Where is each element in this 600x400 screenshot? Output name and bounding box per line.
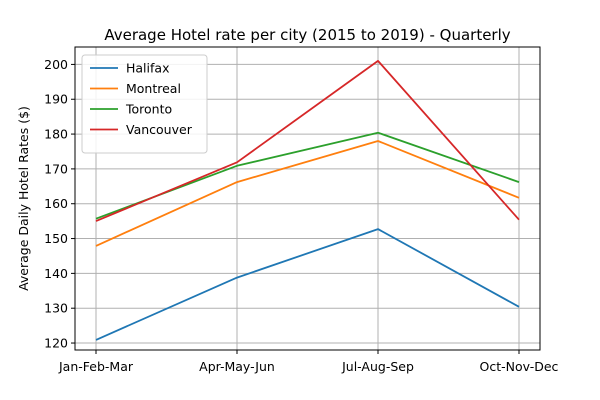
y-tick-label: 120: [44, 336, 68, 351]
x-tick-label: Oct-Nov-Dec: [480, 359, 559, 374]
series-line-halifax: [95, 228, 520, 341]
series-line-montreal: [95, 140, 520, 247]
series-line-vancouver: [95, 60, 520, 222]
plot-frame: [74, 46, 541, 351]
legend-label-toronto: Toronto: [125, 102, 172, 117]
chart-title: Average Hotel rate per city (2015 to 201…: [104, 26, 510, 44]
y-tick-label: 130: [44, 301, 68, 316]
legend-label-montreal: Montreal: [126, 81, 181, 96]
legend: Halifax Montreal Toronto Vancouver: [81, 54, 208, 154]
y-tick-label: 170: [44, 161, 68, 176]
legend-box: [81, 54, 208, 154]
series-layer: [95, 60, 520, 341]
y-tick-label: 140: [44, 266, 68, 281]
x-tick-label: Apr-May-Jun: [199, 359, 275, 374]
y-tick-label: 180: [44, 127, 68, 142]
y-tick-label: 200: [44, 57, 68, 72]
axis-layer: 120 130 140 150 160 170 180 190 200 Jan-Feb-Mar Ap…: [44, 57, 558, 374]
legend-label-halifax: Halifax: [126, 61, 169, 76]
y-tick-label: 160: [44, 196, 68, 211]
x-tick-label: Jul-Aug-Sep: [341, 359, 414, 374]
y-tick-label: 150: [44, 231, 68, 246]
x-tick-label: Jan-Feb-Mar: [58, 359, 134, 374]
legend-label-vancouver: Vancouver: [126, 122, 193, 137]
y-axis-label: Average Daily Hotel Rates ($): [16, 106, 31, 291]
y-tick-label: 190: [44, 92, 68, 107]
